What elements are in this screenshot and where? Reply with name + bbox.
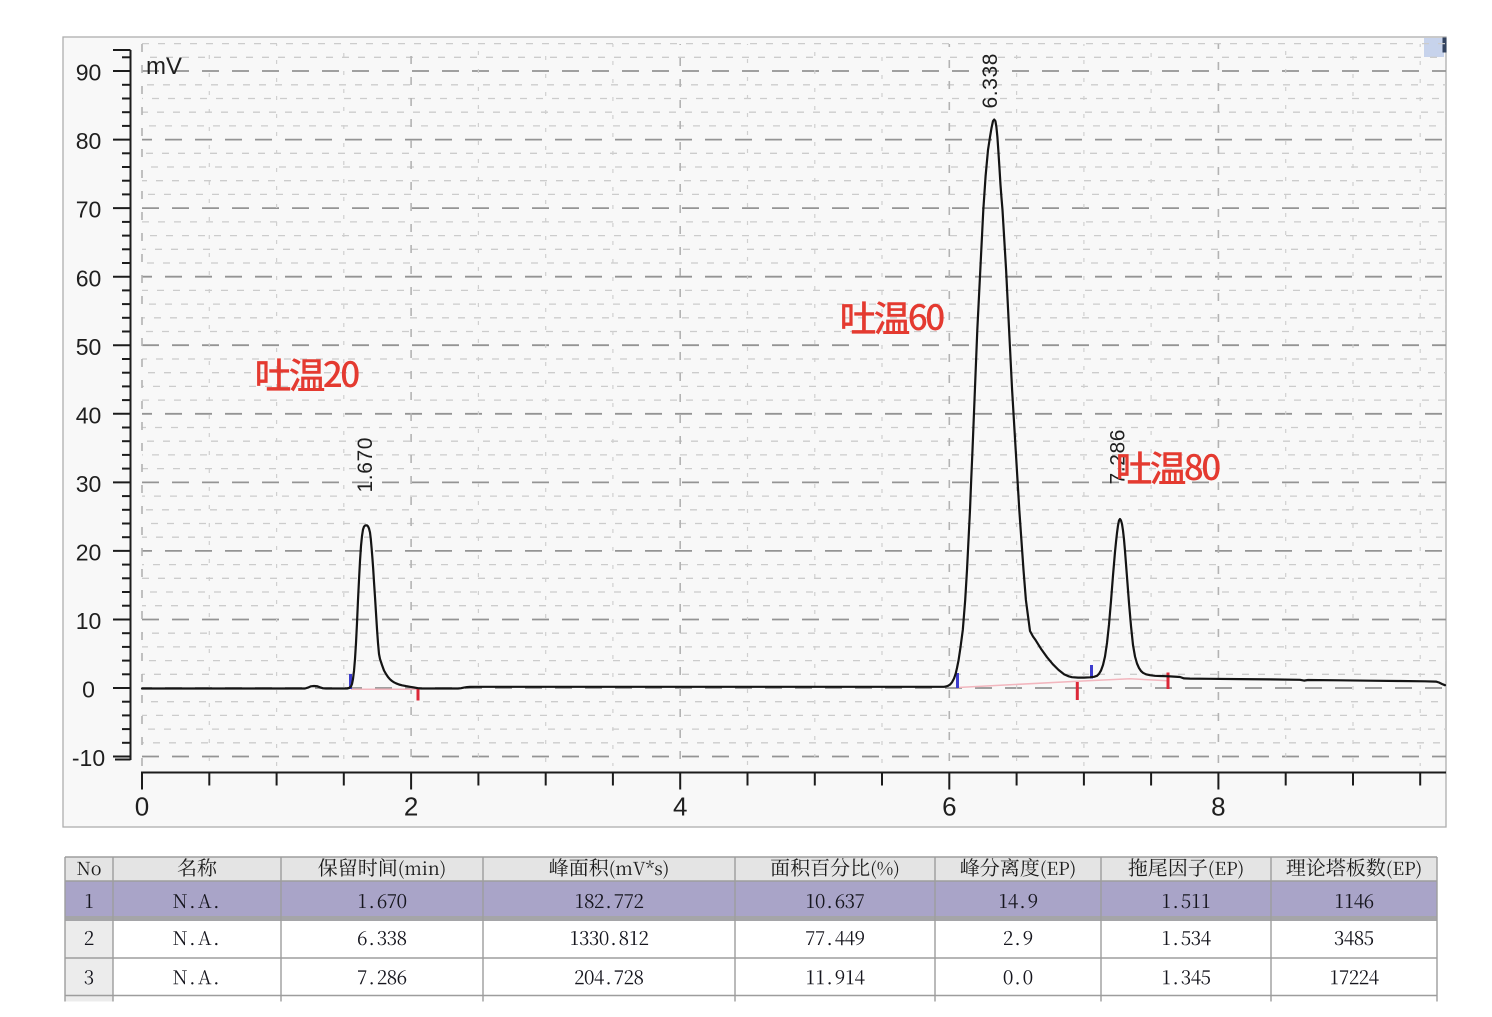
svg-text:2: 2	[404, 792, 418, 822]
svg-text:6.338: 6.338	[979, 53, 1002, 109]
svg-text:6: 6	[942, 792, 956, 822]
svg-text:4: 4	[673, 792, 687, 822]
svg-text:70: 70	[76, 197, 102, 223]
svg-text:20: 20	[76, 540, 102, 566]
svg-text:0: 0	[82, 677, 95, 703]
svg-text:0: 0	[135, 792, 149, 822]
svg-text:30: 30	[76, 471, 102, 497]
svg-text:90: 90	[76, 60, 102, 86]
svg-text:60: 60	[76, 265, 102, 291]
svg-text:1.670: 1.670	[354, 437, 377, 493]
svg-text:10: 10	[76, 608, 102, 634]
svg-text:mV: mV	[146, 53, 182, 80]
svg-text:-10: -10	[72, 745, 105, 771]
svg-text:7.286: 7.286	[1107, 429, 1130, 485]
svg-text:80: 80	[76, 128, 102, 154]
svg-text:50: 50	[76, 334, 102, 360]
svg-text:40: 40	[76, 402, 102, 428]
svg-text:8: 8	[1211, 792, 1225, 822]
